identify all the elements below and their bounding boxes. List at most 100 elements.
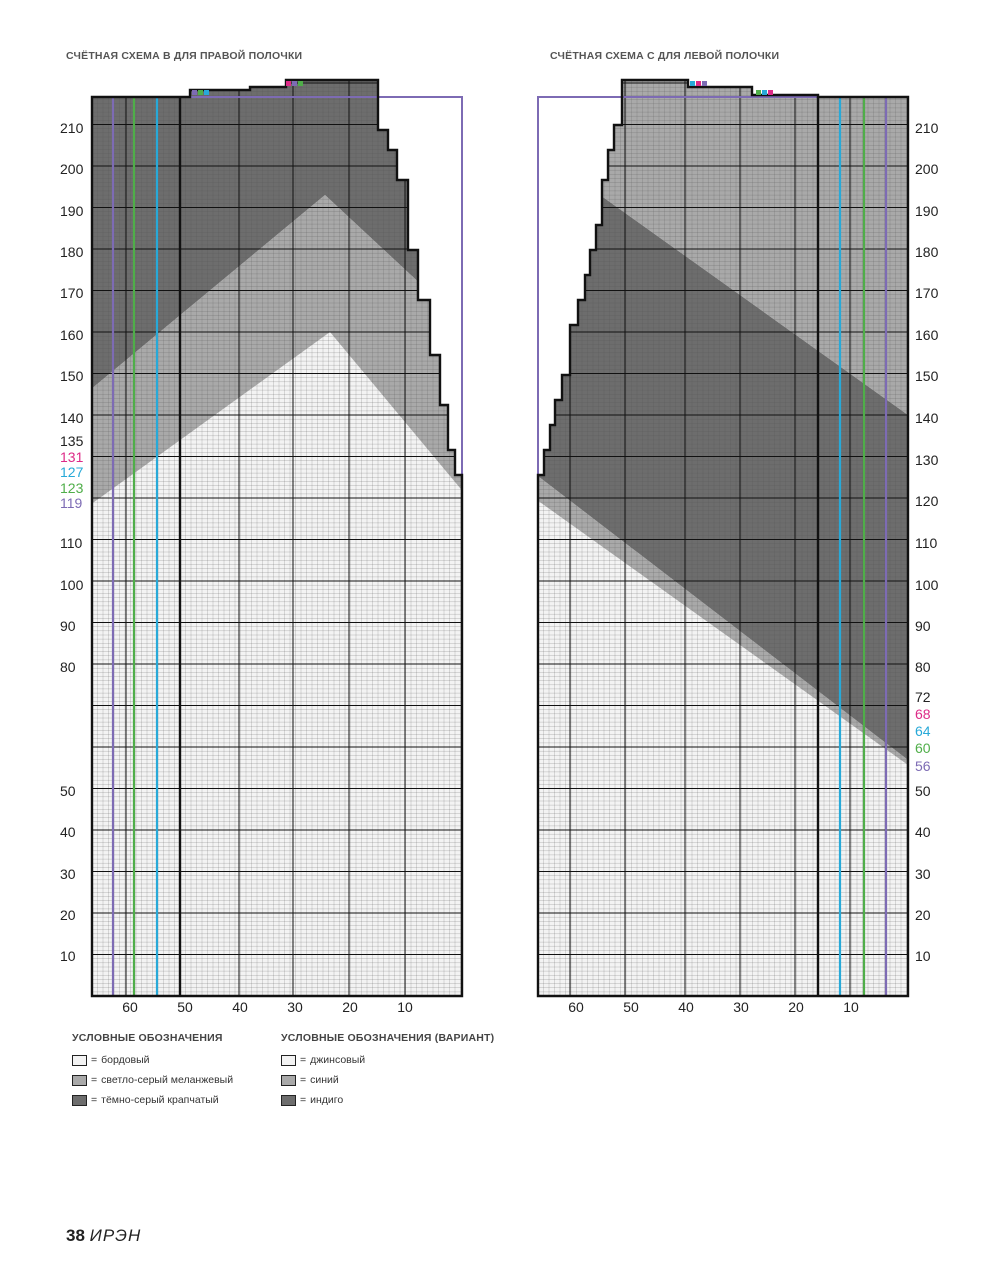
row-label: 110 <box>915 535 938 551</box>
row-label: 190 <box>60 203 84 219</box>
equals-sign: = <box>300 1074 307 1086</box>
size-row-label: 127 <box>60 464 84 480</box>
column-label: 40 <box>678 999 694 1015</box>
legend-item-mid: = светло-серый меланжевый <box>72 1070 233 1090</box>
right-front-chart-body <box>92 80 462 996</box>
row-label: 80 <box>915 659 931 675</box>
swatch-dark <box>72 1094 87 1106</box>
size-row-label: 131 <box>60 449 84 465</box>
swatch-mid <box>72 1074 87 1086</box>
row-label: 100 <box>60 577 84 593</box>
equals-sign: = <box>91 1074 98 1086</box>
legend-main: УСЛОВНЫЕ ОБОЗНАЧЕНИЯ = бордовый = светло… <box>72 1032 233 1110</box>
equals-sign: = <box>300 1054 307 1066</box>
column-label: 60 <box>568 999 584 1015</box>
column-label: 50 <box>623 999 639 1015</box>
swatch-light <box>72 1054 87 1066</box>
legend-main-title: УСЛОВНЫЕ ОБОЗНАЧЕНИЯ <box>72 1032 223 1044</box>
left-front-chart <box>536 78 910 998</box>
column-label: 40 <box>232 999 248 1015</box>
size-marker <box>292 81 297 86</box>
row-label: 72 <box>915 689 931 705</box>
legend-variant-title: УСЛОВНЫЕ ОБОЗНАЧЕНИЯ (ВАРИАНТ) <box>281 1032 495 1044</box>
right-front-chart <box>90 78 464 998</box>
row-label: 30 <box>60 866 76 882</box>
legend-item-dark: = индиго <box>281 1090 494 1110</box>
column-label: 20 <box>342 999 358 1015</box>
legend-item-light: = джинсовый <box>281 1050 494 1070</box>
row-label: 30 <box>915 866 931 882</box>
row-label: 50 <box>60 783 76 799</box>
swatch-mid <box>281 1074 296 1086</box>
row-label: 50 <box>915 783 931 799</box>
row-label: 120 <box>915 493 939 509</box>
page-number: 38 <box>66 1226 85 1245</box>
column-label: 30 <box>733 999 749 1015</box>
size-marker <box>198 90 203 95</box>
legend-variant: УСЛОВНЫЕ ОБОЗНАЧЕНИЯ (ВАРИАНТ) = джинсов… <box>281 1032 494 1110</box>
size-row-label: 60 <box>915 740 931 756</box>
row-label: 190 <box>915 203 939 219</box>
size-row-label: 56 <box>915 758 931 774</box>
row-label: 40 <box>915 824 931 840</box>
row-label: 200 <box>915 161 939 177</box>
page-footer: 38 ИРЭН <box>66 1226 141 1246</box>
size-row-label: 68 <box>915 706 931 722</box>
swatch-dark <box>281 1094 296 1106</box>
major-grid <box>92 80 462 996</box>
row-label: 170 <box>60 285 84 301</box>
row-label: 135 <box>60 433 84 449</box>
equals-sign: = <box>91 1054 98 1066</box>
legend-item-dark: = тёмно-серый крапчатый <box>72 1090 233 1110</box>
row-label: 130 <box>915 452 939 468</box>
size-marker <box>192 90 197 95</box>
row-label: 10 <box>915 948 931 964</box>
legend-label: синий <box>310 1074 339 1086</box>
legend-label: джинсовый <box>310 1054 366 1066</box>
column-label: 10 <box>397 999 413 1015</box>
row-label: 80 <box>60 659 76 675</box>
row-label: 40 <box>60 824 76 840</box>
legend-label: индиго <box>310 1094 344 1106</box>
row-label: 150 <box>60 368 84 384</box>
column-label: 50 <box>177 999 193 1015</box>
row-label: 160 <box>915 327 939 343</box>
left-chart-title: СЧЁТНАЯ СХЕМА С ДЛЯ ЛЕВОЙ ПОЛОЧКИ <box>550 50 780 62</box>
garment-outline <box>90 78 464 998</box>
magazine-name: ИРЭН <box>89 1226 142 1245</box>
row-label: 110 <box>60 535 83 551</box>
row-label: 200 <box>60 161 84 177</box>
size-marker <box>286 81 291 86</box>
column-label: 60 <box>122 999 138 1015</box>
size-row-label: 119 <box>60 495 83 511</box>
legend-label: тёмно-серый крапчатый <box>101 1094 219 1106</box>
size-marker <box>768 90 773 95</box>
size-marker <box>690 81 695 86</box>
row-label: 140 <box>915 410 939 426</box>
major-grid <box>538 80 908 996</box>
row-label: 90 <box>60 618 76 634</box>
row-label: 210 <box>60 120 84 136</box>
legend-label: бордовый <box>101 1054 150 1066</box>
right-chart-title: СЧЁТНАЯ СХЕМА В ДЛЯ ПРАВОЙ ПОЛОЧКИ <box>66 50 303 62</box>
column-label: 10 <box>843 999 859 1015</box>
legend-item-mid: = синий <box>281 1070 494 1090</box>
row-label: 20 <box>915 907 931 923</box>
size-row-label: 64 <box>915 723 931 739</box>
column-label: 20 <box>788 999 804 1015</box>
column-label: 30 <box>287 999 303 1015</box>
size-marker <box>696 81 701 86</box>
size-marker <box>204 90 209 95</box>
size-marker <box>762 90 767 95</box>
equals-sign: = <box>300 1094 307 1106</box>
row-label: 180 <box>915 244 939 260</box>
row-label: 140 <box>60 410 84 426</box>
row-label: 210 <box>915 120 939 136</box>
row-label: 180 <box>60 244 84 260</box>
row-label: 170 <box>915 285 939 301</box>
size-marker <box>756 90 761 95</box>
row-label: 90 <box>915 618 931 634</box>
size-marker <box>702 81 707 86</box>
size-row-label: 123 <box>60 480 84 496</box>
